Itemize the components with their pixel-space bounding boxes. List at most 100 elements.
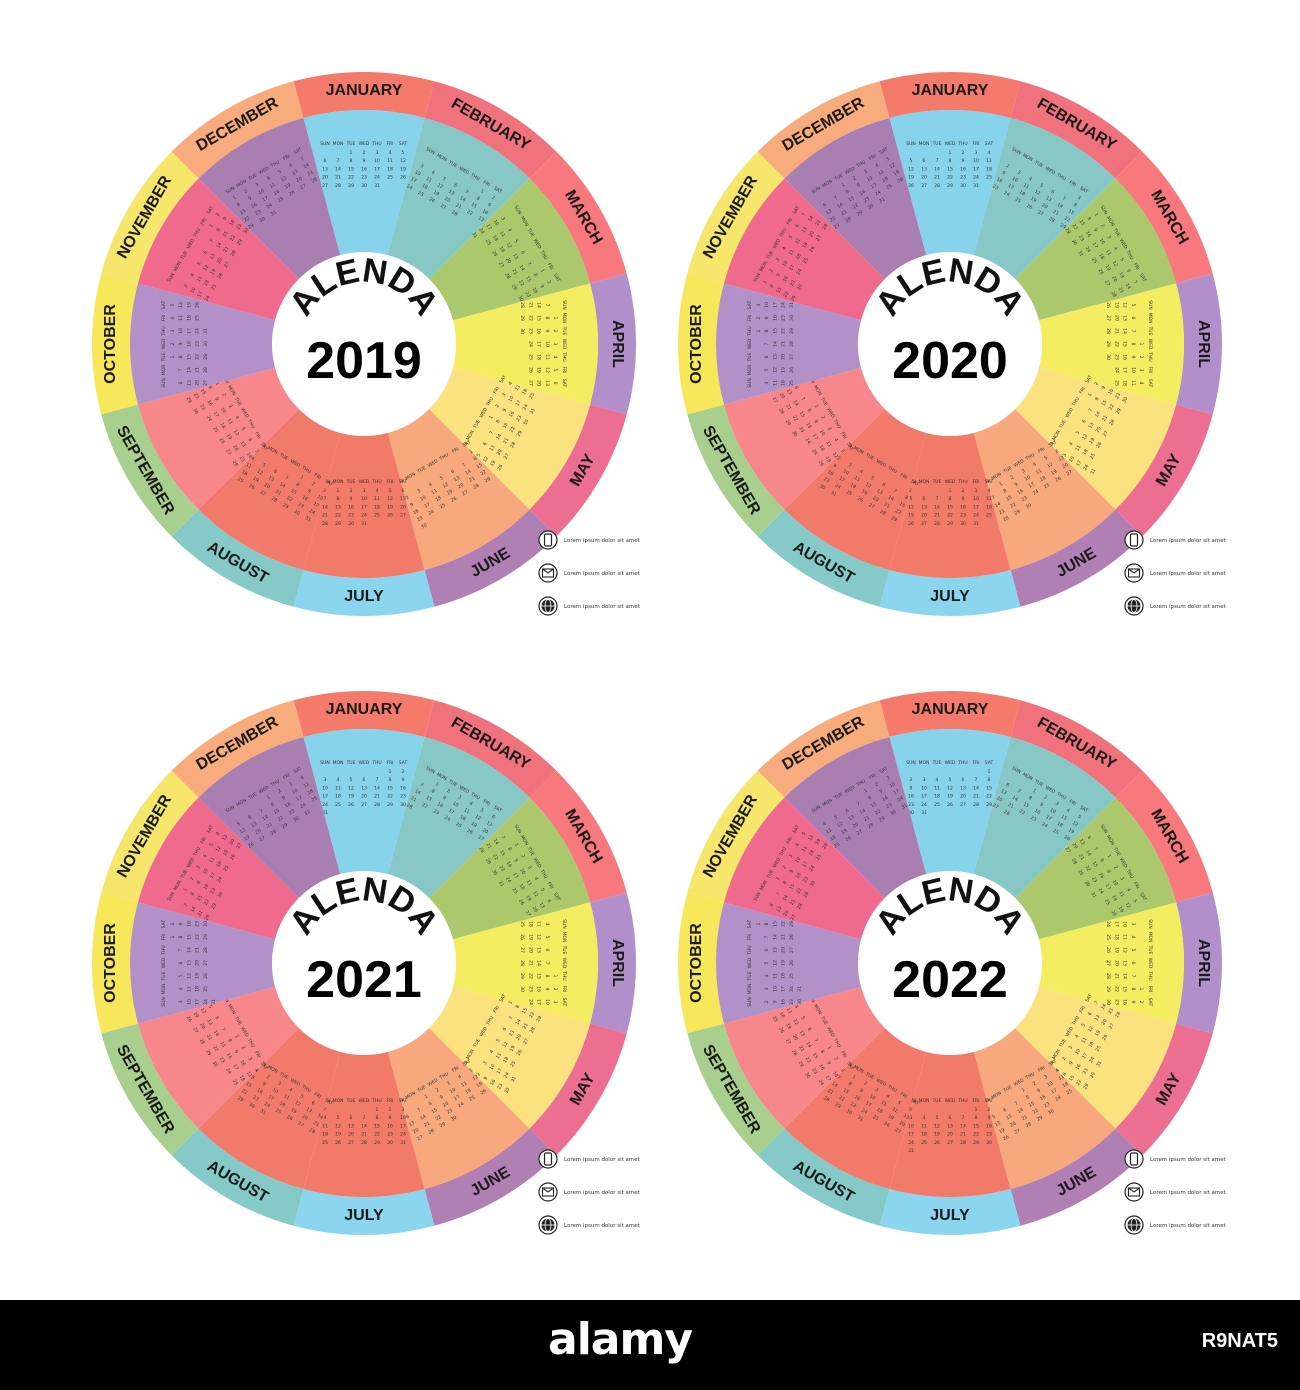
day-number: 14 xyxy=(1056,202,1064,210)
day-number: 16 xyxy=(908,794,914,800)
day-number: 14 xyxy=(302,162,310,170)
inner-month-panel xyxy=(716,902,862,1024)
day-number: 21 xyxy=(335,175,341,181)
day-number: 13 xyxy=(291,169,299,177)
weekday-label: SUN xyxy=(225,804,236,814)
weekday-label: WED xyxy=(1147,339,1153,350)
day-number: 19 xyxy=(1088,437,1096,445)
day-number: 9 xyxy=(538,284,545,290)
day-number: 7 xyxy=(376,777,379,783)
weekday-label: FRI xyxy=(482,798,491,807)
day-number: 19 xyxy=(908,175,914,181)
day-number: 14 xyxy=(1084,849,1092,857)
day-number: 29 xyxy=(210,902,218,910)
day-number: 21 xyxy=(998,508,1006,516)
day-number: 24 xyxy=(1105,921,1111,927)
weekday-label: WED xyxy=(747,957,753,968)
day-number: 7 xyxy=(836,1075,842,1082)
day-number: 8 xyxy=(845,189,851,196)
day-number: 12 xyxy=(908,166,914,172)
day-number: 6 xyxy=(213,1015,220,1021)
weekday-label: SUN xyxy=(811,185,822,195)
weekday-label: MON xyxy=(172,260,183,272)
weekday-label: WED xyxy=(1044,785,1057,796)
day-number: 26 xyxy=(908,521,914,527)
day-number: 12 xyxy=(1122,302,1128,308)
day-number: 24 xyxy=(266,202,274,210)
day-number: 3 xyxy=(322,487,328,494)
month-label: OCTOBER xyxy=(688,923,705,1003)
day-number: 27 xyxy=(522,1038,530,1046)
inner-month-panel xyxy=(137,986,299,1129)
weekday-label: FRI xyxy=(386,1098,393,1104)
day-number: 25 xyxy=(511,887,519,895)
day-number: 27 xyxy=(921,183,927,189)
day-number: 24 xyxy=(504,876,512,884)
center-disc xyxy=(272,252,456,436)
day-number: 7 xyxy=(525,261,532,267)
inner-month-panel xyxy=(889,432,1011,578)
day-number: 21 xyxy=(195,367,201,373)
day-number: 6 xyxy=(405,1114,411,1121)
day-number: 15 xyxy=(1091,860,1099,868)
day-number: 17 xyxy=(447,808,455,816)
day-number: 4 xyxy=(552,356,558,359)
day-number: 28 xyxy=(789,934,795,940)
day-number: 24 xyxy=(789,986,795,992)
day-number: 14 xyxy=(335,166,341,172)
day-number: 4 xyxy=(300,775,306,782)
day-number: 18 xyxy=(817,444,825,452)
day-number: 5 xyxy=(936,1115,939,1121)
day-number: 1 xyxy=(539,268,546,274)
day-number: 16 xyxy=(986,1123,992,1129)
day-number: 28 xyxy=(450,209,458,217)
day-number: 9 xyxy=(196,880,203,886)
day-number: 2 xyxy=(350,488,353,494)
day-number: 30 xyxy=(503,1087,511,1095)
day-number: 22 xyxy=(509,426,517,434)
day-number: 30 xyxy=(986,1140,992,1146)
day-number: 2 xyxy=(764,1000,770,1003)
day-number: 26 xyxy=(490,250,498,258)
day-number: 19 xyxy=(400,166,406,172)
day-number: 18 xyxy=(536,354,542,360)
weekday-label: SAT xyxy=(561,379,567,388)
day-number: 4 xyxy=(233,415,240,421)
day-number: 19 xyxy=(781,960,787,966)
day-number: 26 xyxy=(519,934,525,940)
weekday-label: SAT xyxy=(910,1097,921,1107)
day-number: 5 xyxy=(240,426,247,432)
day-number: 13 xyxy=(205,1018,213,1026)
day-number: 4 xyxy=(1130,936,1136,939)
day-number: 24 xyxy=(405,183,413,191)
day-number: 3 xyxy=(170,329,176,332)
day-number: 2 xyxy=(220,392,227,398)
day-number: 26 xyxy=(908,183,914,189)
weekday-label: SAT xyxy=(747,920,753,929)
day-number: 24 xyxy=(897,795,905,803)
day-number: 4 xyxy=(506,227,513,233)
day-number: 8 xyxy=(506,846,513,852)
weekday-label: WED xyxy=(875,1077,888,1088)
day-number: 11 xyxy=(785,1007,793,1015)
day-number: 24 xyxy=(224,1067,232,1075)
day-number: 8 xyxy=(428,1101,434,1108)
day-number: 6 xyxy=(202,250,209,256)
weekday-label: MON xyxy=(519,215,530,227)
day-number: 28 xyxy=(1070,857,1078,865)
weekday-label: THU xyxy=(161,326,167,336)
weekday-label: WED xyxy=(478,406,489,419)
day-number: 1 xyxy=(975,1107,978,1113)
day-number: 15 xyxy=(1100,399,1108,407)
day-number: 22 xyxy=(804,1056,812,1064)
inner-month-panel xyxy=(784,1028,927,1190)
weekday-label: TUE xyxy=(1033,778,1045,788)
day-number: 23 xyxy=(797,426,805,434)
day-number: 12 xyxy=(772,367,778,373)
day-number: 10 xyxy=(868,1093,876,1101)
weekday-label: SAT xyxy=(1084,993,1094,1004)
inner-month-panel xyxy=(130,283,276,405)
day-number: 24 xyxy=(216,876,224,884)
day-number: 20 xyxy=(228,838,236,846)
